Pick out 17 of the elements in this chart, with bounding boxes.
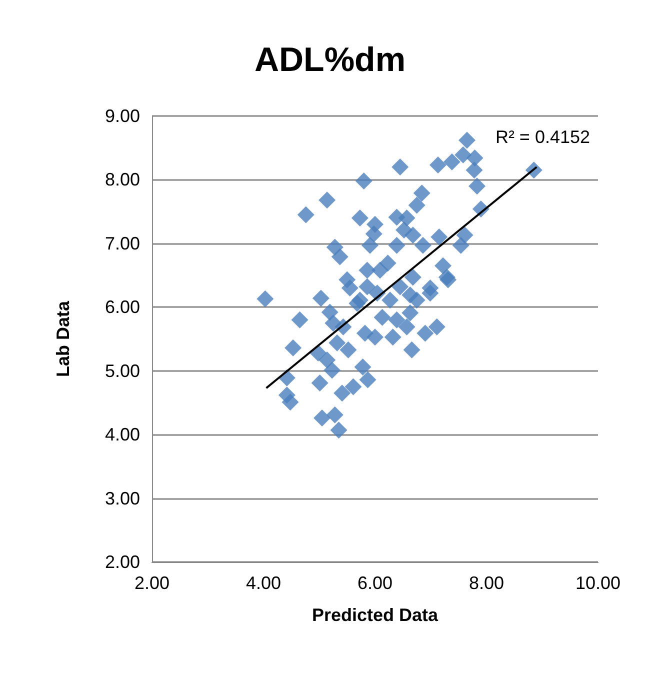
x-axis-title: Predicted Data — [312, 605, 440, 625]
y-tick-label: 8.00 — [104, 170, 140, 190]
chart-title: ADL%dm — [254, 41, 406, 79]
x-tick-label: 10.00 — [575, 573, 621, 593]
y-tick-label: 7.00 — [104, 233, 140, 254]
y-tick-label: 9.00 — [104, 106, 140, 126]
annotation: R² = 0.4152 — [495, 127, 590, 147]
y-tick-label: 4.00 — [104, 424, 140, 445]
y-tick-label: 5.00 — [104, 360, 140, 381]
x-tick-label: 4.00 — [246, 573, 282, 593]
y-tick-label: 6.00 — [104, 297, 140, 318]
y-tick-label: 3.00 — [104, 488, 140, 508]
x-tick-label: 6.00 — [357, 573, 393, 593]
x-tick-label: 2.00 — [134, 573, 170, 593]
x-tick-label: 8.00 — [468, 573, 504, 593]
y-tick-label: 2.00 — [104, 552, 140, 572]
y-axis-title: Lab Data — [53, 300, 73, 378]
